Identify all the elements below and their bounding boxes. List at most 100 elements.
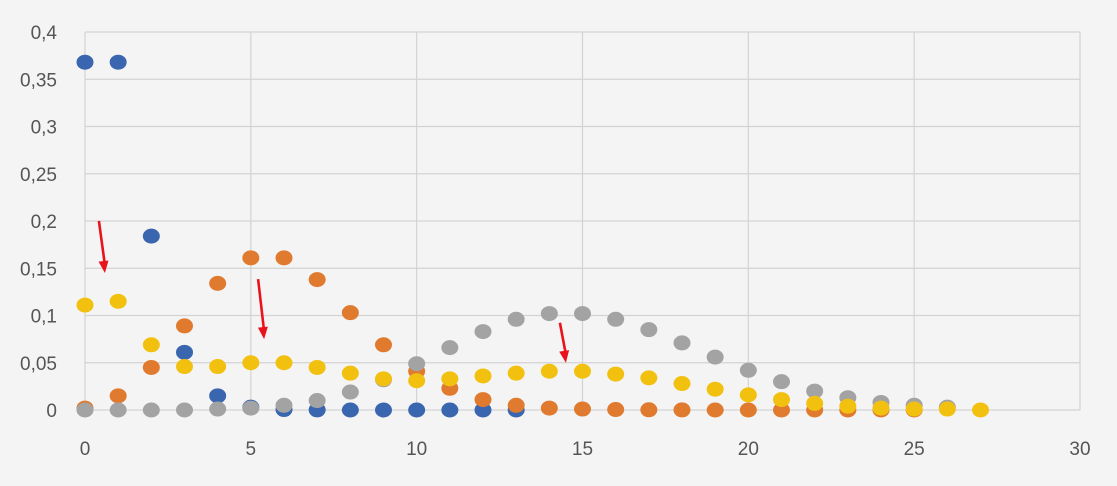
data-point-series-4: [640, 370, 658, 386]
data-point-series-4: [574, 363, 591, 379]
data-point-series-1: [176, 344, 193, 360]
y-tick-label: 0,3: [31, 118, 57, 139]
data-point-series-4: [773, 392, 790, 408]
data-point-series-4: [341, 365, 359, 381]
y-tick-label: 0,4: [31, 23, 58, 44]
y-tick-label: 0,15: [20, 259, 57, 280]
data-point-series-3: [142, 402, 160, 418]
y-tick-label: 0,05: [20, 354, 57, 375]
data-point-series-2: [176, 318, 193, 334]
data-point-series-4: [408, 373, 426, 389]
data-point-series-1: [76, 54, 94, 70]
annotation-arrow-line: [558, 322, 568, 355]
data-point-series-1: [109, 54, 127, 70]
data-point-series-1: [441, 402, 459, 418]
data-point-series-4: [209, 359, 227, 375]
data-point-series-2: [242, 250, 260, 266]
y-tick-label: 0,2: [31, 212, 57, 233]
data-point-series-4: [109, 293, 127, 309]
annotation-arrow-line: [256, 278, 266, 332]
data-point-series-2: [773, 402, 790, 418]
data-point-series-3: [341, 384, 359, 400]
data-point-series-1: [341, 402, 359, 418]
data-point-series-4: [76, 297, 94, 313]
annotation-arrow-head: [257, 326, 268, 340]
x-tick-label: 15: [572, 439, 593, 460]
data-point-series-4: [176, 359, 193, 375]
data-point-series-4: [308, 359, 326, 375]
x-tick-label: 5: [246, 439, 257, 460]
y-tick-label: 0: [46, 401, 57, 422]
data-point-series-4: [540, 363, 558, 379]
data-point-series-3: [308, 393, 326, 409]
data-point-series-3: [739, 362, 757, 378]
data-point-series-2: [375, 337, 392, 353]
data-point-series-2: [308, 272, 326, 288]
data-point-series-3: [806, 383, 824, 399]
data-point-series-4: [474, 368, 492, 384]
data-point-series-4: [972, 402, 989, 418]
data-point-series-2: [574, 401, 591, 417]
data-point-series-3: [640, 322, 658, 338]
data-point-series-2: [607, 402, 625, 418]
data-point-series-3: [209, 401, 227, 417]
data-point-series-4: [905, 401, 923, 417]
data-point-series-2: [673, 402, 691, 418]
data-points: [76, 54, 989, 418]
x-tick-label: 20: [738, 439, 759, 460]
data-point-series-2: [142, 359, 160, 375]
data-point-series-4: [806, 395, 824, 411]
data-point-series-3: [408, 356, 426, 372]
data-point-series-1: [408, 402, 426, 418]
data-point-series-1: [375, 402, 392, 418]
data-point-series-3: [607, 311, 625, 327]
data-point-series-4: [673, 376, 691, 392]
data-point-series-4: [375, 371, 392, 387]
y-tick-label: 0,25: [20, 165, 57, 186]
data-point-series-2: [109, 388, 127, 404]
data-point-series-2: [706, 402, 724, 418]
data-point-series-4: [507, 365, 525, 381]
x-tick-label: 25: [904, 439, 925, 460]
data-point-series-3: [773, 374, 790, 390]
data-point-series-2: [341, 305, 359, 321]
data-point-series-4: [706, 381, 724, 397]
data-point-series-2: [275, 250, 293, 266]
data-point-series-3: [176, 402, 193, 418]
data-point-series-2: [739, 402, 757, 418]
y-tick-label: 0,1: [31, 307, 57, 328]
data-point-series-4: [441, 371, 459, 387]
data-point-series-3: [242, 400, 260, 416]
data-point-series-3: [574, 306, 591, 322]
annotation-arrow-line: [97, 220, 107, 266]
annotation-arrow-head: [98, 260, 109, 273]
data-point-series-3: [507, 311, 525, 327]
data-point-series-1: [474, 402, 492, 418]
annotations: [97, 220, 570, 363]
data-point-series-2: [540, 400, 558, 416]
data-point-series-3: [76, 402, 94, 418]
data-point-series-4: [142, 337, 160, 353]
data-point-series-3: [109, 402, 127, 418]
data-point-series-3: [474, 324, 492, 340]
data-point-series-4: [275, 355, 293, 371]
x-tick-label: 10: [406, 439, 427, 460]
data-point-series-2: [507, 397, 525, 413]
y-tick-label: 0,35: [20, 70, 57, 91]
data-point-series-2: [640, 402, 658, 418]
data-point-series-3: [275, 397, 293, 413]
data-point-series-1: [209, 388, 227, 404]
data-point-series-3: [540, 306, 558, 322]
annotation-arrow-head: [559, 350, 570, 363]
data-point-series-2: [474, 392, 492, 408]
data-point-series-3: [673, 335, 691, 351]
tick-labels: 0 0,05 0,1 0,15 0,2 0,25 0,3 0,35 0,4 0 5 10 15 20 25 3…: [20, 23, 1091, 460]
data-point-series-4: [607, 366, 625, 382]
data-point-series-3: [441, 340, 459, 356]
data-point-series-1: [142, 228, 160, 244]
data-point-series-4: [938, 401, 956, 417]
data-point-series-2: [209, 275, 227, 291]
data-point-series-4: [739, 387, 757, 403]
